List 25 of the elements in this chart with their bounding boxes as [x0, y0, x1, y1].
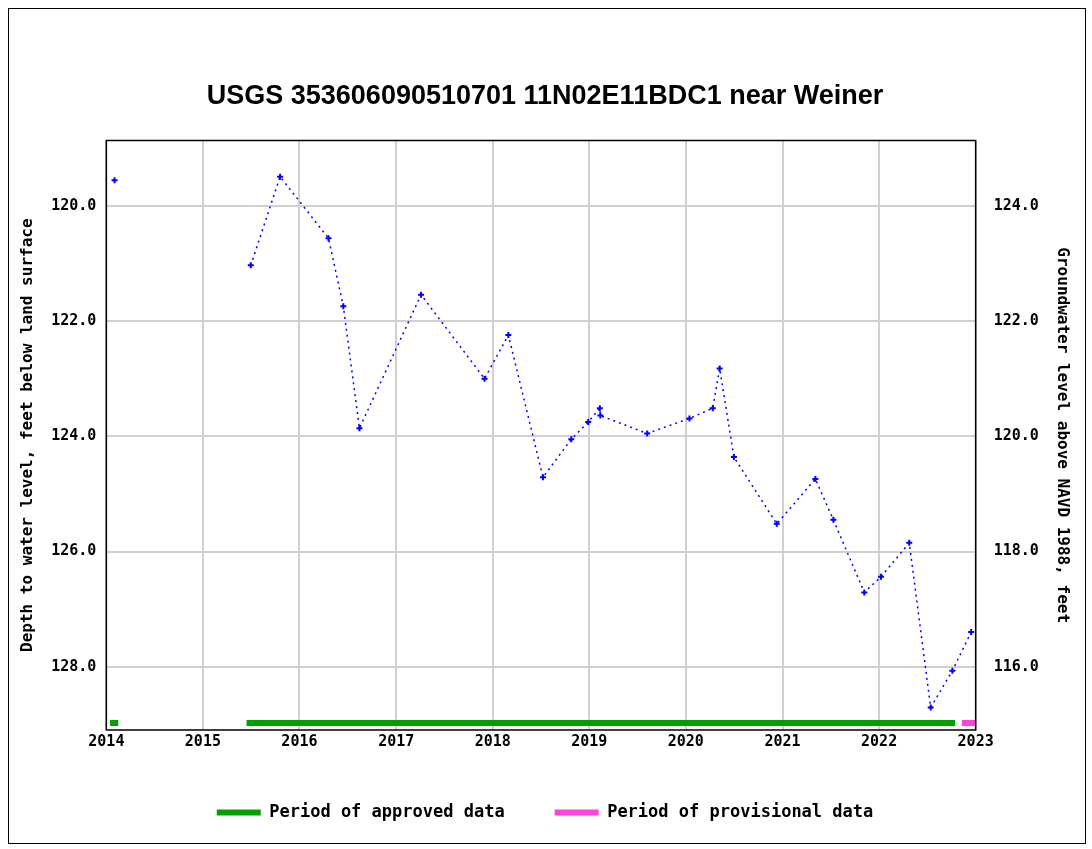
x-tick-label: 2014: [88, 731, 125, 750]
x-tick-label: 2022: [861, 731, 898, 750]
legend-label: Period of provisional data: [607, 800, 874, 821]
x-tick-label: 2020: [667, 731, 704, 750]
y2-tick-label: 122.0: [993, 311, 1039, 330]
y-axis-title: Depth to water level, feet below land surface: [16, 218, 36, 652]
y2-axis-title: Groundwater level above NAVD 1988, feet: [1054, 247, 1074, 624]
x-tick-label: 2017: [378, 731, 415, 750]
x-tick-label: 2023: [957, 731, 994, 750]
x-tick-label: 2015: [184, 731, 221, 750]
legend-label: Period of approved data: [269, 800, 505, 821]
y-tick-label: 120.0: [51, 195, 97, 214]
x-tick-label: 2018: [474, 731, 511, 750]
y-tick-label: 124.0: [51, 426, 97, 445]
x-tick-label: 2019: [571, 731, 608, 750]
y2-tick-label: 120.0: [993, 426, 1039, 445]
y-tick-label: 126.0: [51, 541, 97, 560]
y2-tick-label: 124.0: [993, 195, 1039, 214]
y-tick-label: 122.0: [51, 311, 97, 330]
y-tick-label: 128.0: [51, 656, 97, 675]
x-tick-label: 2016: [281, 731, 318, 750]
y2-tick-label: 118.0: [993, 541, 1039, 560]
chart-title: USGS 353606090510701 11N02E11BDC1 near Weiner: [206, 79, 884, 110]
y2-tick-label: 116.0: [993, 656, 1039, 675]
x-tick-label: 2021: [764, 731, 801, 750]
